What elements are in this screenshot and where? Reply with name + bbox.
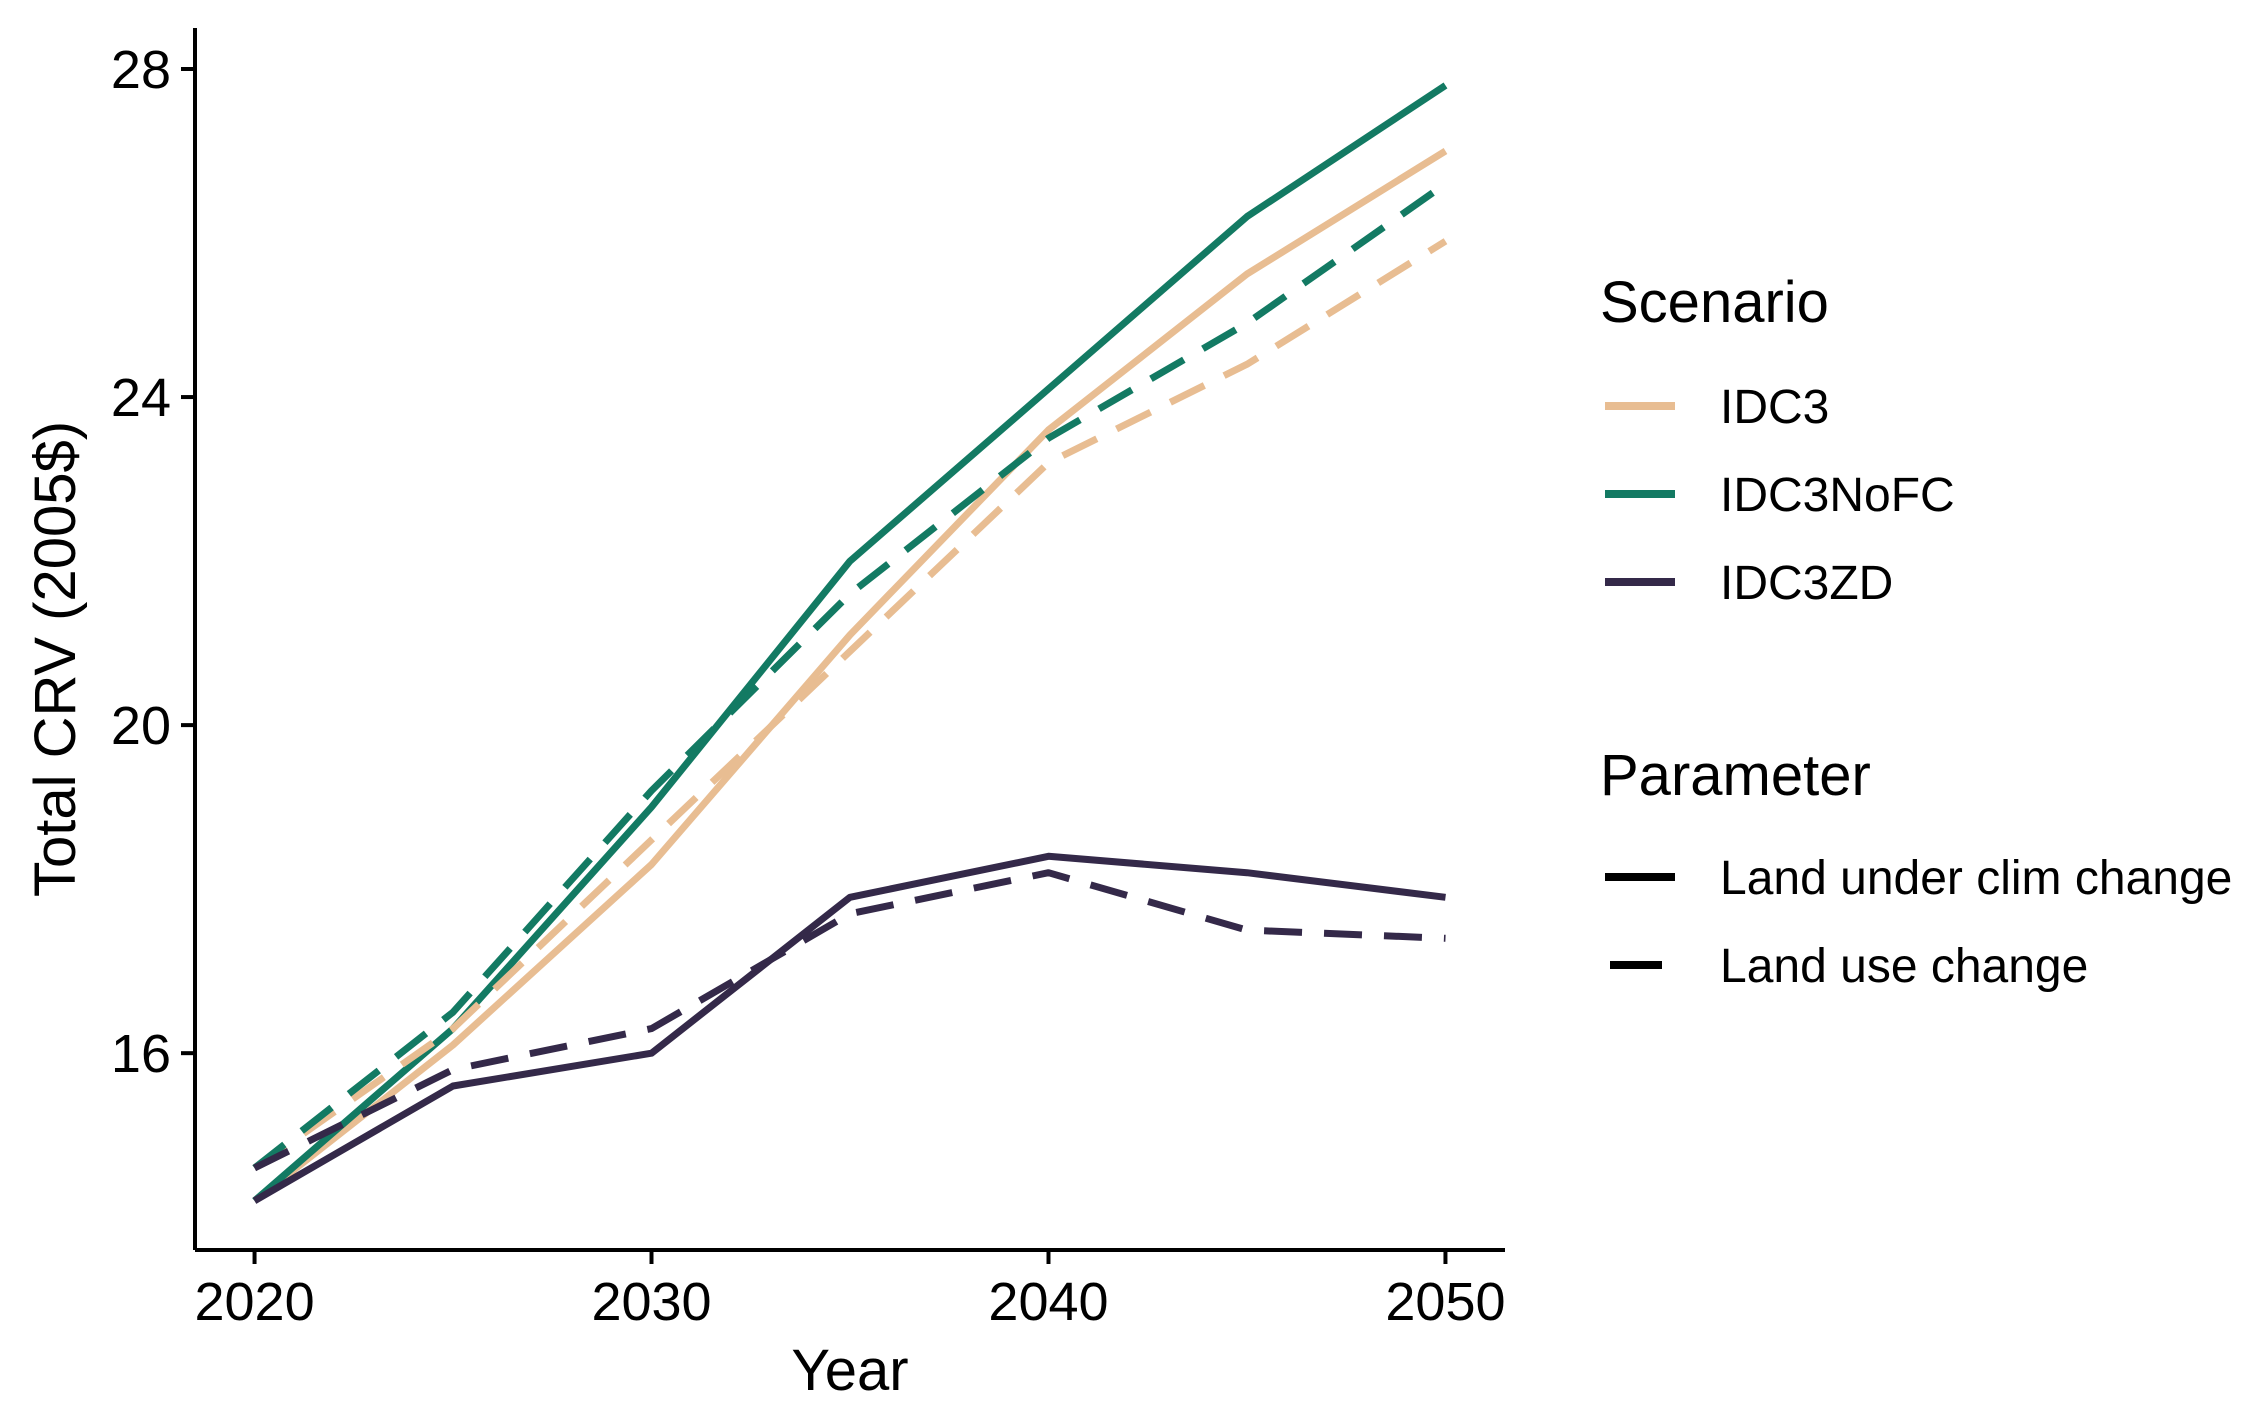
legend-label-idc3: IDC3 [1720, 381, 1829, 434]
series-line-idc3zd-solid [252, 852, 1446, 1204]
legend-scenario-items: IDC3 IDC3NoFC IDC3ZD [1605, 381, 1955, 610]
legend: Scenario IDC3 IDC3NoFC IDC3ZD Parameter La… [1600, 270, 2232, 993]
legend-label-idc3zd: IDC3ZD [1720, 557, 1893, 610]
y-tick-label: 24 [111, 368, 171, 428]
legend-label-solid: Land under clim change [1720, 852, 2232, 905]
y-tick-label: 20 [111, 696, 171, 756]
y-tick-label: 16 [111, 1024, 171, 1084]
y-tick-label: 28 [111, 40, 171, 100]
x-tick-label: 2020 [194, 1272, 314, 1332]
legend-label-idc3nofc: IDC3NoFC [1720, 469, 1955, 522]
series-line-idc3zd-dashed [252, 869, 1446, 1172]
x-axis-title: Year [791, 1338, 908, 1403]
legend-label-dashed: Land use change [1720, 940, 2088, 993]
series-line-idc3-solid [252, 148, 1448, 1204]
y-ticks: 16 20 24 28 [111, 40, 195, 1084]
legend-parameter-title: Parameter [1600, 743, 1871, 808]
y-axis-title: Total CRV (2005$) [23, 421, 88, 897]
series-line-idc3-dashed [252, 238, 1448, 1171]
axes: 16 20 24 28 2020 2030 2040 2050 [111, 28, 1506, 1332]
x-tick-label: 2040 [988, 1272, 1108, 1332]
series-line-idc3nofc-solid [252, 82, 1448, 1204]
x-tick-label: 2050 [1385, 1272, 1505, 1332]
x-tick-label: 2030 [591, 1272, 711, 1332]
plot-lines [252, 82, 1448, 1204]
x-ticks: 2020 2030 2040 2050 [194, 1250, 1506, 1332]
series-line-idc3nofc-dashed [252, 180, 1448, 1171]
legend-scenario-title: Scenario [1600, 270, 1829, 335]
legend-parameter-items: Land under clim change Land use change [1605, 852, 2232, 993]
